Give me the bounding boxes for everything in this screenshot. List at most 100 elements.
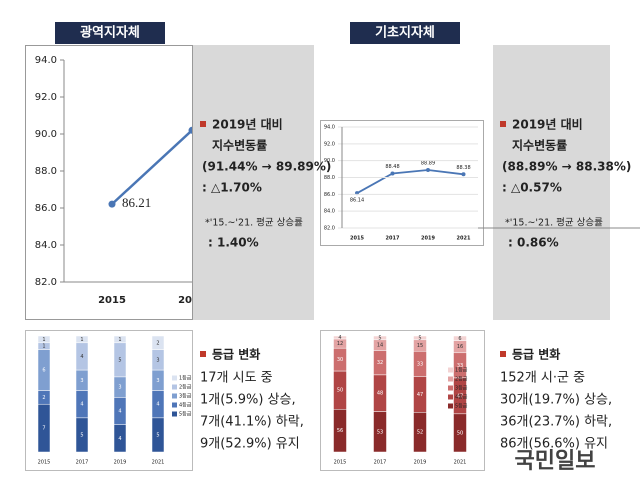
x-tick-label: 2021: [454, 460, 467, 466]
segment-label: 1: [42, 337, 45, 343]
grade-text: 36개(23.7%) 하락,: [500, 415, 612, 430]
x-tick-label: 2015: [334, 460, 347, 466]
panel-text: 지수변동률: [212, 138, 267, 153]
x-tick-label: 2015: [38, 460, 51, 466]
y-tick-label: 86.0: [35, 203, 57, 214]
legend-swatch: [448, 385, 453, 391]
legend-swatch: [172, 375, 177, 381]
segment-label: 2: [42, 395, 45, 401]
segment-label: 53: [377, 429, 383, 435]
bullet: [500, 121, 506, 127]
panel-text: : △1.70%: [202, 181, 262, 195]
panel-text: : △0.57%: [502, 181, 562, 195]
bullet: [500, 351, 506, 357]
data-line: [111, 129, 192, 206]
grade-text: 1개(5.9%) 상승,: [200, 393, 296, 408]
grade-title: 등급 변화: [212, 347, 260, 362]
x-tick-label: 2017: [386, 236, 400, 242]
segment-label: 5: [418, 335, 421, 341]
y-tick-label: 84.0: [35, 240, 57, 251]
segment-label: 3: [156, 357, 159, 363]
segment-label: 4: [118, 409, 121, 415]
y-tick-label: 88.0: [35, 166, 57, 177]
legend-label: 1등급: [455, 368, 468, 374]
y-tick-label: 90.0: [324, 158, 335, 164]
note: *'15.~'21. 평균 상승률: [205, 218, 303, 229]
legend-label: 5등급: [179, 412, 192, 418]
segment-label: 12: [337, 341, 343, 347]
grade-text: 9개(52.9%) 유지: [200, 437, 300, 452]
y-tick-label: 82.0: [35, 277, 57, 288]
line-chart: 2015 2017 86.21: [60, 59, 206, 306]
segment-label: 50: [337, 388, 343, 394]
bullet: [200, 351, 206, 357]
bullet: [200, 121, 206, 127]
legend-swatch: [448, 394, 453, 400]
panel-text: 지수변동률: [512, 138, 567, 153]
x-tick-label: 2015: [98, 295, 126, 306]
segment-label: 50: [457, 430, 463, 436]
segment-label: 4: [118, 436, 121, 442]
legend-label: 2등급: [455, 377, 468, 383]
y-tick-label: 84.0: [324, 209, 335, 215]
x-tick-label: 2017: [178, 295, 206, 306]
watermark: 국민일보: [515, 449, 596, 474]
x-tick-label: 2019: [114, 460, 127, 466]
note-value: : 0.86%: [508, 236, 559, 250]
segment-label: 7: [42, 426, 45, 432]
segment-label: 5: [80, 432, 83, 438]
data-point: [461, 172, 466, 177]
data-line: [356, 169, 464, 194]
segment-label: 33: [457, 363, 463, 369]
legend-label: 3등급: [179, 394, 192, 400]
legend-swatch: [172, 384, 177, 390]
text-panel: [493, 45, 610, 320]
data-label: 86.21: [122, 195, 151, 210]
segment-label: 47: [417, 392, 423, 398]
legend-swatch: [172, 393, 177, 399]
bar-segment: [333, 409, 347, 453]
grade-title: 등급 변화: [512, 347, 560, 362]
note: *'15.~'21. 평균 상승률: [505, 218, 603, 229]
legend-label: 5등급: [455, 404, 468, 410]
header-box: [350, 22, 460, 44]
x-tick-label: 2015: [350, 236, 364, 242]
segment-label: 32: [377, 360, 383, 366]
data-label: 88.48: [385, 164, 399, 170]
chart-frame: [25, 45, 193, 320]
segment-label: 3: [80, 378, 83, 384]
legend-label: 2등급: [179, 385, 192, 391]
panel-text: (88.89% → 88.38%): [502, 160, 631, 174]
y-tick-label: 90.0: [35, 129, 57, 140]
panel-text: 2019년 대비: [512, 117, 583, 132]
segment-label: 47: [457, 393, 463, 399]
x-tick-label: 2017: [374, 460, 387, 466]
chart-frame: [25, 330, 193, 471]
segment-label: 48: [377, 391, 383, 397]
legend-swatch: [448, 403, 453, 409]
y-tick-label: 92.0: [324, 141, 335, 147]
segment-label: 14: [377, 343, 383, 349]
y-tick-label: 86.0: [324, 192, 335, 198]
header: 광역지자체: [80, 25, 140, 41]
legend-label: 4등급: [455, 395, 468, 401]
segment-label: 30: [337, 357, 343, 363]
data-point: [108, 200, 116, 208]
y-tick-label: 92.0: [35, 92, 57, 103]
bar-segment: [75, 417, 89, 453]
legend-label: 4등급: [179, 403, 192, 409]
data-point: [188, 126, 192, 134]
segment-label: 6: [42, 368, 45, 374]
x-tick-label: 2021: [457, 236, 471, 242]
grade-text: 30개(19.7%) 상승,: [500, 393, 612, 408]
panel-text: 2019년 대비: [212, 117, 283, 132]
segment-label: 33: [417, 361, 423, 367]
segment-label: 5: [156, 432, 159, 438]
x-tick-label: 2019: [421, 236, 435, 242]
legend-swatch: [448, 376, 453, 382]
grade-text: 152개 시·군 중: [500, 371, 585, 386]
segment-label: 6: [458, 336, 461, 342]
header: 기초지자체: [375, 26, 435, 41]
grade-text: 17개 시도 중: [200, 371, 273, 386]
